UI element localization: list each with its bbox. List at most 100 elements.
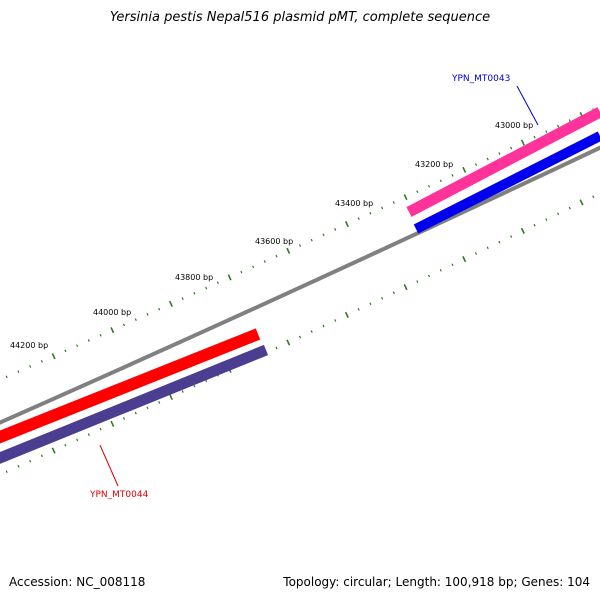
inner-tick-mark bbox=[110, 420, 115, 427]
inner-tick-mark bbox=[520, 227, 525, 234]
inner-tick-mark bbox=[286, 339, 291, 346]
inner-tick-mark bbox=[545, 218, 548, 221]
outer-tick-mark bbox=[310, 238, 313, 242]
outer-tick-mark bbox=[498, 152, 501, 155]
inner-tick-mark bbox=[146, 406, 149, 410]
gene-label-ypn-mt0043[interactable]: YPN_MT0043 bbox=[451, 74, 510, 84]
inner-tick-mark bbox=[427, 274, 431, 278]
inner-tick-mark bbox=[76, 438, 79, 442]
inner-tick-mark bbox=[462, 256, 467, 263]
inner-tick-mark bbox=[344, 311, 349, 318]
outer-tick-mark bbox=[146, 313, 149, 316]
inner-tick-mark bbox=[392, 291, 395, 295]
position-label-43400: 43400 bp bbox=[335, 199, 373, 208]
outer-tick-mark bbox=[451, 174, 454, 177]
inner-tick-mark bbox=[122, 417, 126, 420]
outer-tick-mark bbox=[486, 157, 489, 161]
feature-strip-purple[interactable] bbox=[0, 344, 269, 464]
position-label-43600: 43600 bp bbox=[255, 237, 293, 246]
topology-summary: Topology: circular; Length: 100,918 bp; … bbox=[283, 575, 590, 589]
outer-tick-mark bbox=[557, 124, 560, 128]
position-label-43200: 43200 bp bbox=[415, 160, 453, 169]
outer-tick-mark bbox=[216, 281, 219, 285]
inner-tick-mark bbox=[369, 302, 372, 306]
outer-tick-mark bbox=[416, 190, 419, 194]
outer-tick-mark bbox=[134, 318, 137, 321]
inner-tick-mark bbox=[298, 335, 302, 339]
outer-tick-mark bbox=[474, 163, 478, 166]
outer-tick-mark bbox=[533, 135, 536, 139]
map-title: Yersinia pestis Nepal516 plasmid pMT, co… bbox=[109, 10, 491, 25]
outer-tick-mark bbox=[344, 220, 349, 228]
gene-label-leader-ypn-mt0043 bbox=[516, 85, 539, 126]
outer-tick-mark bbox=[357, 217, 360, 221]
inner-tick-mark bbox=[568, 206, 571, 210]
outer-tick-mark bbox=[168, 300, 173, 307]
outer-tick-mark bbox=[193, 291, 196, 295]
inner-tick-mark bbox=[510, 235, 513, 238]
outer-tick-mark bbox=[298, 244, 302, 247]
outer-tick-mark bbox=[545, 130, 548, 133]
inner-tick-mark bbox=[17, 465, 20, 468]
outer-tick-mark bbox=[99, 333, 102, 337]
inner-tick-mark bbox=[403, 284, 408, 291]
outer-tick-mark bbox=[76, 344, 79, 348]
outer-tick-mark bbox=[87, 339, 90, 342]
position-label-44200: 44200 bp bbox=[10, 341, 48, 350]
outer-tick-mark bbox=[51, 353, 56, 360]
position-label-43000: 43000 bp bbox=[495, 121, 533, 130]
inner-tick-mark bbox=[64, 443, 67, 447]
outer-tick-mark bbox=[240, 270, 243, 274]
outer-tick-mark bbox=[110, 327, 115, 334]
inner-tick-marks bbox=[5, 195, 595, 474]
outer-tick-mark bbox=[520, 139, 525, 146]
inner-tick-mark bbox=[486, 246, 489, 250]
outer-tick-mark bbox=[263, 260, 266, 263]
inner-tick-mark bbox=[168, 393, 173, 401]
outer-tick-mark bbox=[381, 206, 384, 210]
inner-tick-mark bbox=[158, 401, 161, 404]
outer-tick-mark bbox=[17, 370, 20, 374]
inner-tick-mark bbox=[592, 195, 595, 199]
outer-tick-mark bbox=[227, 274, 232, 281]
inner-tick-mark bbox=[99, 427, 102, 431]
inner-tick-mark bbox=[451, 263, 454, 267]
inner-tick-mark bbox=[40, 454, 43, 458]
outer-tick-mark bbox=[334, 228, 337, 231]
outer-tick-mark bbox=[322, 233, 325, 237]
inner-tick-mark bbox=[275, 346, 278, 350]
inner-tick-mark bbox=[5, 470, 8, 474]
outer-tick-mark bbox=[369, 211, 372, 215]
position-label-43800: 43800 bp bbox=[175, 273, 213, 282]
inner-tick-mark bbox=[51, 447, 56, 454]
feature-strip-red[interactable] bbox=[0, 328, 261, 444]
gene-label-ypn-mt0044[interactable]: YPN_MT0044 bbox=[89, 490, 149, 500]
inner-tick-mark bbox=[533, 223, 536, 227]
feature-strip-pink[interactable] bbox=[406, 107, 600, 217]
inner-tick-mark bbox=[498, 240, 501, 244]
outer-tick-mark bbox=[205, 286, 208, 290]
gene-label-leader-ypn-mt0044 bbox=[99, 444, 119, 487]
feature-strip-blue[interactable] bbox=[413, 131, 600, 234]
inner-tick-mark bbox=[334, 319, 337, 322]
inner-tick-mark bbox=[29, 459, 32, 463]
outer-tick-mark bbox=[462, 166, 467, 173]
inner-tick-mark bbox=[474, 252, 478, 255]
inner-tick-mark bbox=[557, 212, 560, 216]
outer-tick-mark bbox=[403, 194, 408, 201]
inner-tick-mark bbox=[439, 269, 442, 272]
outer-tick-mark bbox=[252, 265, 255, 269]
outer-tick-mark bbox=[286, 247, 291, 254]
outer-tick-mark bbox=[568, 119, 571, 122]
outer-tick-mark bbox=[427, 184, 431, 188]
position-label-44000: 44000 bp bbox=[93, 308, 131, 317]
outer-tick-mark bbox=[64, 349, 67, 353]
inner-tick-mark bbox=[181, 390, 184, 393]
inner-tick-mark bbox=[193, 384, 196, 388]
inner-tick-mark bbox=[381, 296, 384, 300]
outer-tick-mark bbox=[5, 375, 8, 379]
outer-tick-mark bbox=[275, 254, 278, 258]
outer-tick-mark bbox=[40, 359, 43, 363]
